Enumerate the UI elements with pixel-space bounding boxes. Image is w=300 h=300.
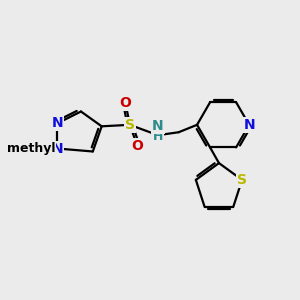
Text: S: S bbox=[237, 173, 247, 187]
Text: methyl: methyl bbox=[7, 142, 56, 155]
Text: N: N bbox=[52, 142, 63, 155]
Text: N: N bbox=[52, 116, 63, 130]
Text: O: O bbox=[119, 96, 131, 110]
Text: S: S bbox=[125, 118, 135, 132]
Text: H: H bbox=[153, 130, 163, 143]
Text: O: O bbox=[131, 139, 143, 153]
Text: N: N bbox=[243, 118, 255, 132]
Text: N: N bbox=[152, 119, 164, 133]
